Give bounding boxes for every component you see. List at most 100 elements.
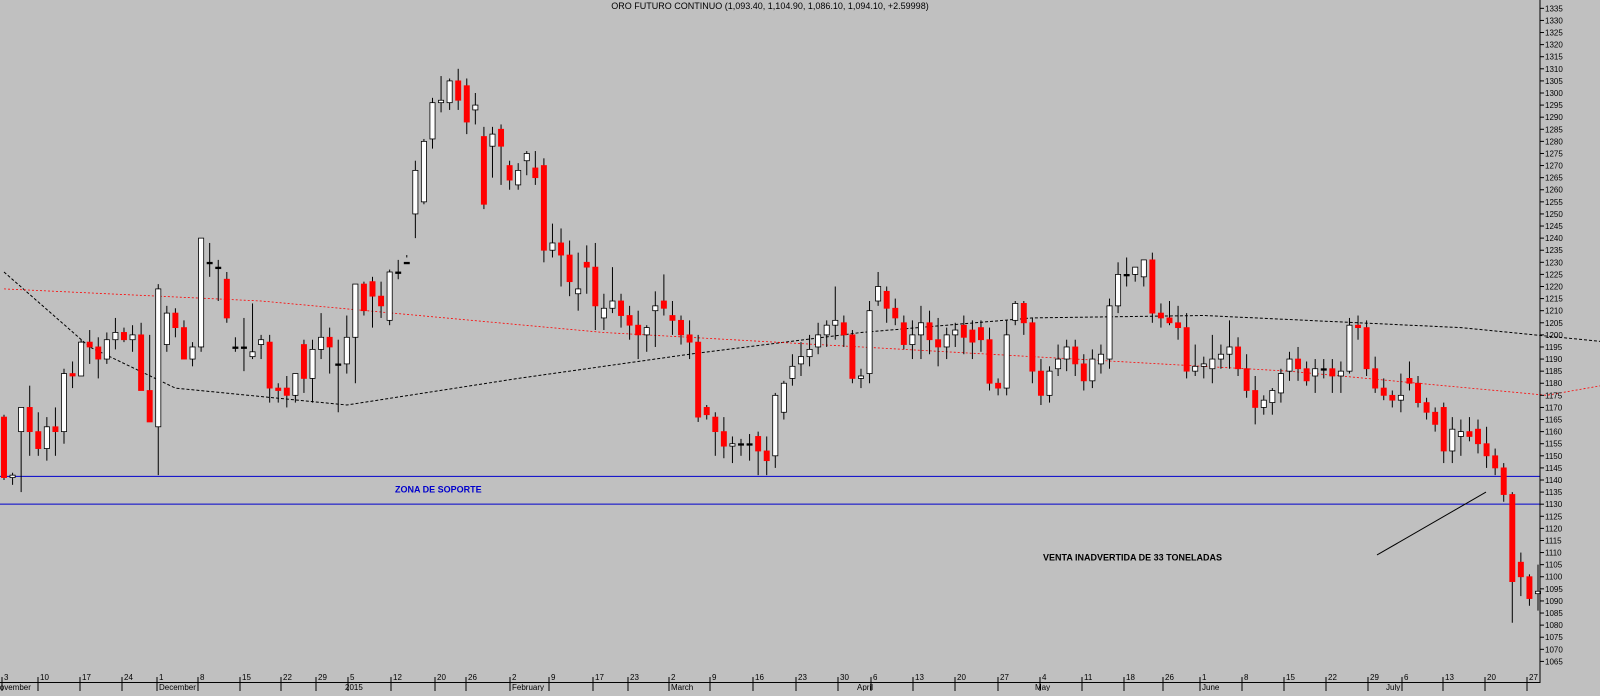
x-tick-label: 17	[82, 673, 91, 682]
candle-body	[635, 324, 642, 336]
y-tick-label: 1285	[1545, 125, 1563, 134]
candle-body	[429, 102, 436, 140]
candle	[1132, 266, 1139, 282]
candle	[300, 339, 307, 393]
x-tick-label: 1	[159, 673, 164, 682]
candle-body	[292, 373, 299, 396]
candle	[1209, 334, 1216, 384]
y-tick-label: 1315	[1545, 53, 1563, 62]
candle	[515, 163, 522, 190]
candle-body	[352, 283, 359, 338]
candle-body	[69, 373, 76, 377]
y-tick-label: 1245	[1545, 222, 1563, 231]
candle	[840, 315, 847, 347]
candle-body	[1252, 390, 1259, 408]
candle	[1329, 359, 1336, 393]
candle	[960, 315, 967, 355]
candle-body	[129, 334, 136, 341]
candle-body	[1363, 327, 1370, 370]
candle	[575, 252, 582, 311]
candle	[309, 339, 316, 403]
candle-body	[438, 99, 445, 104]
candle-body	[472, 104, 479, 111]
candle-body	[1003, 334, 1010, 389]
candle-body	[523, 153, 530, 162]
candle	[1123, 257, 1130, 287]
candle-body	[729, 443, 736, 447]
candle-body	[995, 382, 1002, 389]
y-tick-label: 1225	[1545, 270, 1563, 279]
candle-body	[446, 80, 453, 104]
candle-body	[1483, 443, 1490, 457]
candle	[1192, 344, 1199, 376]
x-tick-label: 26	[468, 673, 477, 682]
y-tick-label: 1305	[1545, 77, 1563, 86]
y-tick-label: 1095	[1545, 585, 1563, 594]
candle	[815, 322, 822, 355]
candle-body	[540, 165, 547, 251]
candle-body	[900, 322, 907, 345]
candle	[506, 160, 513, 190]
y-tick-label: 1230	[1545, 258, 1563, 267]
x-tick-label: 4	[1042, 673, 1047, 682]
candle-body	[1509, 494, 1516, 582]
candle	[412, 160, 419, 239]
candle	[600, 293, 607, 331]
candle-body	[1140, 259, 1147, 278]
x-tick-label: 8	[1244, 673, 1249, 682]
candle	[926, 310, 933, 355]
x-tick-label: 23	[798, 673, 807, 682]
candle-body	[258, 339, 265, 345]
candle-body	[198, 237, 205, 348]
annotation-arrow	[1376, 491, 1487, 556]
candle-body	[326, 336, 333, 348]
candle-body	[935, 339, 942, 348]
candle	[215, 259, 222, 302]
x-tick-label: 22	[283, 673, 292, 682]
candle	[763, 436, 770, 476]
candle	[772, 392, 779, 468]
candle	[258, 334, 265, 360]
candle-body	[1432, 411, 1439, 425]
candle-body	[1183, 327, 1190, 372]
candle	[643, 325, 650, 352]
x-tick-label: 23	[630, 673, 639, 682]
candle-body	[909, 334, 916, 345]
candle-body	[1423, 402, 1430, 413]
candle-body	[515, 169, 522, 186]
candle-body	[1123, 274, 1130, 277]
candle-body	[206, 261, 213, 265]
y-tick-label: 1250	[1545, 210, 1563, 219]
y-tick-label: 1185	[1545, 367, 1563, 376]
candle	[660, 274, 667, 316]
candle	[455, 68, 462, 110]
candle-body	[1346, 324, 1353, 372]
candle-body	[558, 242, 565, 256]
candle-body	[806, 348, 813, 358]
x-month-label: November	[0, 683, 31, 691]
candle	[1, 414, 7, 480]
candle-body	[506, 165, 513, 181]
candle	[69, 361, 76, 389]
candle	[1440, 402, 1447, 464]
candle-body	[969, 329, 976, 343]
candle-body	[798, 356, 804, 365]
candle	[1355, 315, 1362, 340]
candle-body	[1406, 378, 1413, 384]
candle-body	[1046, 370, 1053, 396]
candle-body	[1200, 363, 1207, 367]
x-tick-label: 6	[873, 673, 878, 682]
candle	[138, 322, 145, 391]
candle	[26, 385, 33, 456]
candle	[18, 407, 25, 493]
candle-body	[643, 327, 650, 336]
candle-body	[652, 305, 659, 312]
candle-body	[121, 332, 127, 341]
candle-body	[112, 332, 119, 341]
x-tick-label: 12	[393, 673, 402, 682]
y-tick-label: 1335	[1545, 4, 1563, 13]
candle-body	[738, 443, 744, 446]
candle	[1500, 463, 1507, 502]
candle	[103, 332, 110, 364]
